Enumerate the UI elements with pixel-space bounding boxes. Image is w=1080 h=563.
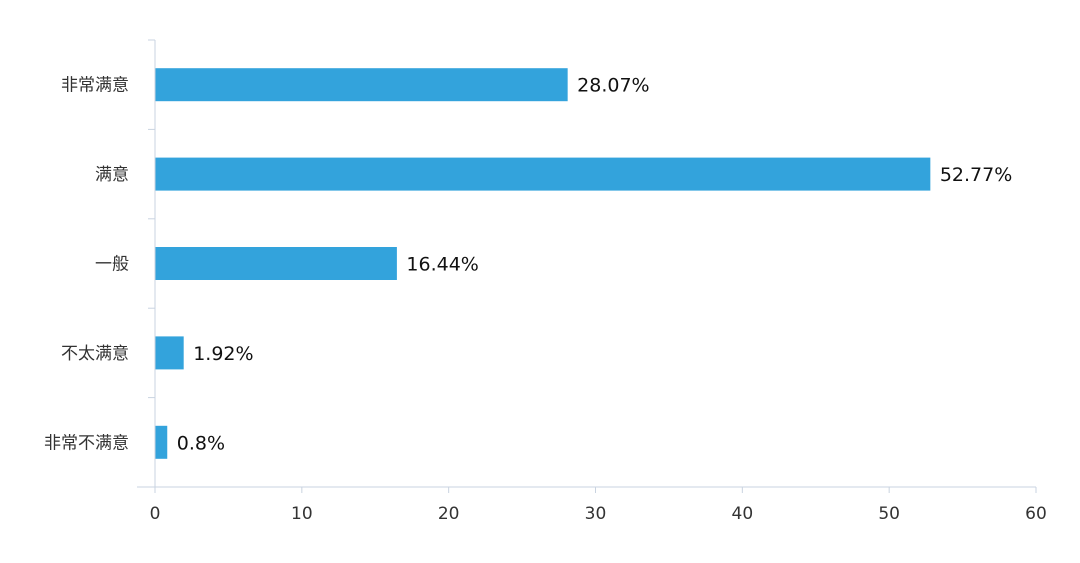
bar [155,247,397,280]
data-label: 1.92% [193,343,253,365]
x-tick-label: 40 [732,504,754,524]
bar [155,425,168,459]
data-label: 16.44% [406,254,478,276]
bar [155,68,568,102]
data-label: 52.77% [940,164,1012,186]
bar-labels: 28.07% 52.77% 16.44% 1.92% 0.8% [177,75,1013,455]
category-label: 一般 [95,255,129,275]
category-label: 非常不满意 [44,433,129,453]
x-tick-label: 0 [150,504,161,524]
category-label: 不太满意 [61,344,129,364]
data-label: 28.07% [577,75,649,97]
x-tick-label: 20 [438,504,460,524]
bars [155,68,931,459]
category-label: 满意 [95,165,129,185]
x-axis: 0 10 20 30 40 50 60 [137,486,1047,524]
x-tick-label: 60 [1025,504,1047,524]
category-label: 非常满意 [61,76,129,96]
x-tick-label: 10 [291,504,313,524]
x-tick-label: 50 [878,504,900,524]
bar [155,336,184,370]
x-tick-label: 30 [585,504,607,524]
bar [155,157,931,191]
data-label: 0.8% [177,432,225,454]
